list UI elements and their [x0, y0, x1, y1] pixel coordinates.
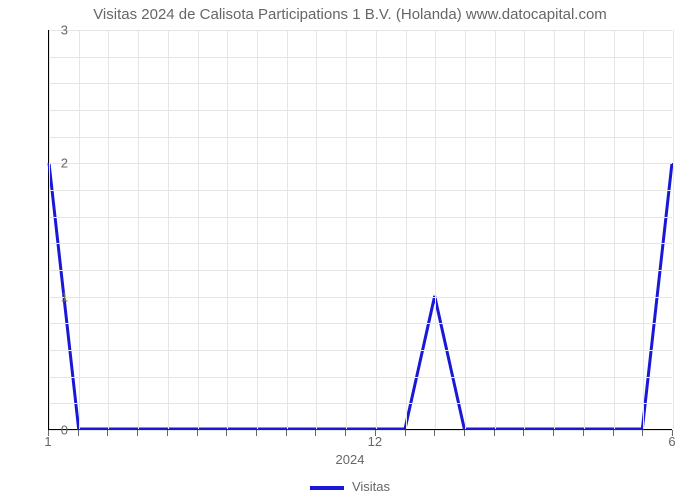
- legend-label: Visitas: [352, 479, 390, 494]
- gridline-horizontal: [49, 297, 672, 298]
- x-axis-title: 2024: [0, 452, 700, 467]
- x-tick-label: 6: [668, 434, 675, 449]
- gridline-horizontal: [49, 430, 672, 431]
- gridline-vertical: [346, 30, 347, 429]
- x-minor-tick: [315, 430, 316, 436]
- gridline-vertical: [584, 30, 585, 429]
- gridline-horizontal: [49, 110, 672, 111]
- plot-area: [48, 30, 672, 430]
- x-minor-tick: [523, 430, 524, 436]
- x-minor-tick: [375, 430, 376, 436]
- gridline-vertical: [316, 30, 317, 429]
- gridline-vertical: [435, 30, 436, 429]
- x-minor-tick: [613, 430, 614, 436]
- gridline-vertical: [554, 30, 555, 429]
- x-minor-tick: [642, 430, 643, 436]
- gridline-vertical: [643, 30, 644, 429]
- x-minor-tick: [197, 430, 198, 436]
- x-minor-tick: [553, 430, 554, 436]
- x-minor-tick: [48, 430, 49, 436]
- gridline-vertical: [614, 30, 615, 429]
- gridline-vertical: [138, 30, 139, 429]
- x-tick-label: 12: [368, 434, 382, 449]
- x-minor-tick: [286, 430, 287, 436]
- gridline-vertical: [495, 30, 496, 429]
- gridline-horizontal: [49, 137, 672, 138]
- gridline-vertical: [79, 30, 80, 429]
- gridline-horizontal: [49, 243, 672, 244]
- gridline-horizontal: [49, 30, 672, 31]
- y-tick-label: 1: [28, 289, 68, 304]
- gridline-horizontal: [49, 190, 672, 191]
- x-minor-tick: [256, 430, 257, 436]
- line-chart: Visitas 2024 de Calisota Participations …: [0, 0, 700, 500]
- y-tick-label: 2: [28, 156, 68, 171]
- gridline-vertical: [108, 30, 109, 429]
- x-minor-tick: [167, 430, 168, 436]
- gridline-vertical: [198, 30, 199, 429]
- x-minor-tick: [464, 430, 465, 436]
- gridline-horizontal: [49, 217, 672, 218]
- x-tick-label: 1: [44, 434, 51, 449]
- x-minor-tick: [672, 430, 673, 436]
- gridline-horizontal: [49, 350, 672, 351]
- gridline-horizontal: [49, 270, 672, 271]
- x-minor-tick: [107, 430, 108, 436]
- x-minor-tick: [137, 430, 138, 436]
- x-minor-tick: [345, 430, 346, 436]
- gridline-vertical: [524, 30, 525, 429]
- gridline-vertical: [465, 30, 466, 429]
- x-minor-tick: [434, 430, 435, 436]
- x-minor-tick: [405, 430, 406, 436]
- gridline-horizontal: [49, 403, 672, 404]
- gridline-horizontal: [49, 163, 672, 164]
- gridline-horizontal: [49, 377, 672, 378]
- gridline-vertical: [287, 30, 288, 429]
- x-minor-tick: [226, 430, 227, 436]
- gridline-vertical: [168, 30, 169, 429]
- series-line: [49, 30, 672, 429]
- gridline-vertical: [673, 30, 674, 429]
- y-tick-label: 3: [28, 23, 68, 38]
- gridline-vertical: [376, 30, 377, 429]
- gridline-vertical: [49, 30, 50, 429]
- x-minor-tick: [583, 430, 584, 436]
- legend-swatch: [310, 486, 344, 490]
- gridline-vertical: [257, 30, 258, 429]
- gridline-horizontal: [49, 57, 672, 58]
- x-minor-tick: [494, 430, 495, 436]
- gridline-horizontal: [49, 323, 672, 324]
- gridline-vertical: [406, 30, 407, 429]
- legend: Visitas: [0, 479, 700, 494]
- chart-title: Visitas 2024 de Calisota Participations …: [0, 6, 700, 23]
- x-minor-tick: [78, 430, 79, 436]
- gridline-vertical: [227, 30, 228, 429]
- gridline-horizontal: [49, 83, 672, 84]
